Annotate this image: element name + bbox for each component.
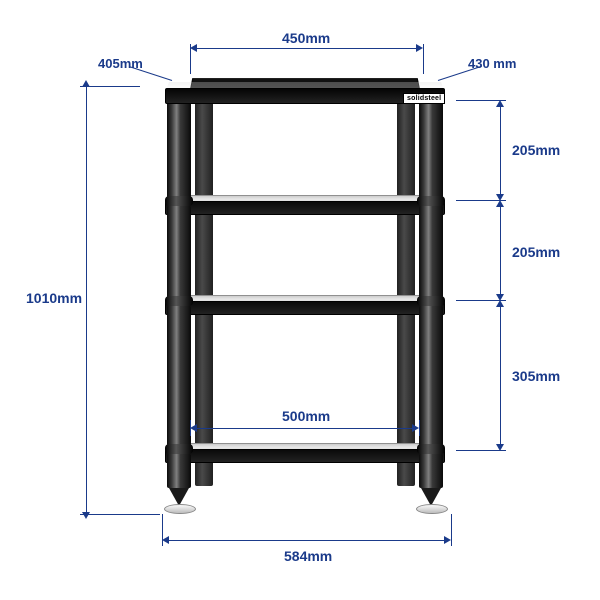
rack-leg-front-left — [167, 306, 191, 446]
rack-joint — [165, 444, 193, 454]
dim-arrow — [190, 424, 197, 432]
dim-arrow — [496, 200, 504, 207]
dim-gap-upper: 205mm — [512, 142, 560, 158]
rack-joint — [417, 296, 445, 306]
dim-arrow — [444, 536, 451, 544]
dim-arrow — [190, 44, 197, 52]
dim-tick — [456, 450, 506, 451]
dim-line-total-height — [86, 86, 87, 514]
rack-leg-front-left — [167, 102, 191, 198]
brand-label: solidsteel — [403, 93, 445, 104]
rack-shelf-4 — [165, 434, 445, 462]
rack-leg-front-left — [167, 206, 191, 298]
dim-total-width: 584mm — [284, 548, 332, 564]
dim-tick — [162, 514, 163, 546]
dim-tick — [419, 420, 420, 436]
rack-joint — [165, 296, 193, 306]
dim-line-inner-width — [196, 428, 414, 429]
dim-inner-width: 500mm — [282, 408, 330, 424]
dim-arrow — [416, 44, 423, 52]
dim-line-gap-upper — [500, 106, 501, 196]
rack-joint — [417, 196, 445, 206]
rack-leg-front-right — [419, 306, 443, 446]
dim-arrow — [162, 536, 169, 544]
dim-tick — [190, 44, 191, 74]
dim-gap-middle: 205mm — [512, 244, 560, 260]
rack-foot-disc — [164, 504, 196, 514]
dim-tick — [190, 420, 191, 436]
dim-depth-right: 430 mm — [468, 56, 516, 71]
dim-top-width: 450mm — [282, 30, 330, 46]
dim-tick — [451, 514, 452, 546]
rack-joint — [165, 196, 193, 206]
dim-tick — [80, 86, 140, 87]
rack-joint — [417, 444, 445, 454]
dim-tick — [80, 514, 160, 515]
rack: solidsteel — [155, 74, 455, 520]
dim-depth-left: 405mm — [98, 56, 143, 71]
rack-shelf-3 — [165, 286, 445, 314]
dim-total-height: 1010mm — [26, 290, 82, 306]
rack-leg-front-right — [419, 454, 443, 488]
dim-line-gap-lower — [500, 306, 501, 446]
dim-line-gap-middle — [500, 206, 501, 296]
diagram-stage: solidsteel 1010mm 450mm 405mm 430 mm 205… — [0, 0, 600, 600]
rack-leg-front-right — [419, 206, 443, 298]
dim-line-top-width — [196, 48, 418, 49]
dim-arrow — [496, 100, 504, 107]
dim-tick — [423, 44, 424, 74]
rack-foot-disc — [416, 504, 448, 514]
rack-leg-front-right — [419, 102, 443, 198]
dim-arrow — [496, 300, 504, 307]
dim-arrow — [412, 424, 419, 432]
dim-line-total-width — [168, 540, 446, 541]
rack-shelf-2 — [165, 186, 445, 214]
dim-gap-lower: 305mm — [512, 368, 560, 384]
rack-leg-front-left — [167, 454, 191, 488]
